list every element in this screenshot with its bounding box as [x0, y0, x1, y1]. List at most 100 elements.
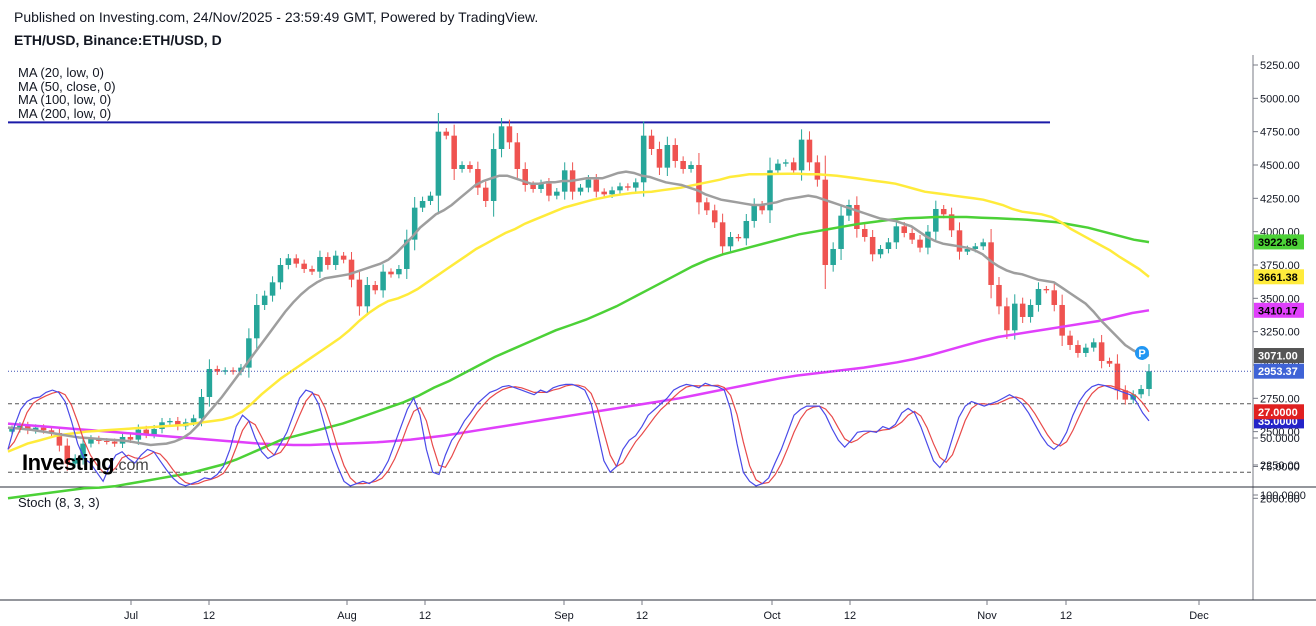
candle-body: [664, 144, 671, 168]
candle-body: [88, 438, 94, 444]
candle-body: [17, 425, 23, 429]
price-value-badge-text: 2953.37: [1258, 366, 1298, 378]
candle-body: [356, 279, 363, 307]
ma100-value-badge: [1254, 234, 1304, 250]
candle-body: [506, 126, 513, 143]
price-badge-label: P: [1138, 348, 1145, 360]
price-tick-label: 2500.00: [1260, 427, 1300, 439]
candle-body: [877, 248, 884, 255]
ma200-value-badge: [1254, 302, 1304, 318]
candle-body: [222, 370, 228, 372]
candle-body: [317, 256, 323, 272]
candle-body: [767, 170, 773, 211]
candle-body: [498, 126, 505, 149]
investing-logo: Investing.com: [22, 450, 149, 476]
stoch-d-line: [7, 384, 1150, 486]
candle-body: [9, 428, 15, 432]
stoch-title: Stoch (8, 3, 3): [18, 495, 100, 510]
candle-body: [577, 187, 584, 192]
candle-body: [538, 183, 544, 189]
candle-body: [609, 190, 615, 195]
candle-body: [388, 271, 394, 275]
legend-ma50: MA (50, close, 0): [18, 78, 116, 94]
candle-body: [964, 248, 971, 252]
candle-body: [269, 282, 276, 296]
stoch-d-badge-text: 27.0000: [1258, 407, 1298, 419]
candle-body: [585, 179, 592, 188]
candle-body: [822, 179, 829, 265]
candle-body: [743, 220, 750, 239]
candle-body: [1106, 360, 1113, 364]
price-value-badge: [1254, 363, 1304, 379]
candle-body: [925, 231, 931, 248]
candle-body: [783, 162, 789, 164]
candle-body: [293, 258, 300, 264]
symbol-title: ETH/USD, Binance:ETH/USD, D: [14, 32, 222, 48]
time-tick-label: 12: [203, 610, 215, 622]
stoch-tick-label: 100.0000: [1260, 490, 1306, 502]
candle-body: [459, 164, 465, 169]
price-tick-label: 4250.00: [1260, 193, 1300, 205]
candle-body: [246, 338, 252, 368]
candle-body: [190, 418, 197, 423]
time-tick-label: 12: [636, 610, 648, 622]
candle-body: [348, 259, 355, 280]
candle-body: [427, 195, 434, 201]
candle-body: [72, 458, 78, 464]
ma100-value-badge-text: 3922.86: [1258, 237, 1298, 249]
price-tick-label: 4500.00: [1260, 160, 1300, 172]
candle-body: [901, 226, 907, 233]
candle-body: [625, 186, 631, 188]
candle-body: [704, 202, 710, 211]
candle-body: [648, 135, 655, 149]
candle-body: [277, 264, 284, 283]
candle-body: [285, 258, 292, 265]
logo-suffix: .com: [114, 457, 149, 474]
candle-body: [1004, 306, 1010, 331]
time-tick-label: Jul: [124, 610, 138, 622]
candle-body: [80, 443, 86, 459]
ma50-value-badge-text: 3661.38: [1258, 272, 1298, 284]
candle-body: [640, 135, 647, 183]
candle-body: [672, 144, 679, 161]
candle-body: [885, 242, 892, 249]
stoch-tick-label: 50.0000: [1260, 433, 1300, 445]
price-tick-label: 4750.00: [1260, 127, 1300, 139]
time-tick-label: 12: [419, 610, 431, 622]
candle-body: [325, 256, 331, 265]
candle-body: [846, 204, 852, 216]
price-tick-label: 2000.00: [1260, 493, 1300, 505]
candle-body: [1114, 363, 1121, 391]
candle-body: [917, 239, 923, 248]
candle-body: [775, 163, 781, 171]
candle-body: [309, 268, 315, 272]
candle-body: [1138, 388, 1144, 395]
legend-ma20: MA (20, low, 0): [18, 65, 104, 80]
candle-body: [838, 215, 844, 249]
candle-body: [617, 186, 623, 191]
legend-ma200: MA (200, low, 0): [18, 106, 112, 122]
ma200-line: [7, 309, 1150, 447]
candle-body: [143, 429, 149, 435]
candle-body: [956, 230, 963, 252]
candle-body: [727, 236, 734, 247]
candle-body: [1146, 371, 1152, 389]
candle-body: [893, 226, 900, 243]
candle-body: [451, 135, 457, 169]
candle-body: [751, 204, 757, 221]
candle-body: [996, 284, 1002, 307]
candle-body: [798, 139, 805, 171]
candle-body: [482, 187, 489, 201]
ma200-value-badge-text: 3410.17: [1258, 305, 1298, 317]
candle-body: [1027, 304, 1034, 317]
candle-body: [806, 139, 813, 163]
stoch-k-line: [7, 382, 1150, 487]
candle-body: [443, 131, 450, 136]
candle-body: [514, 142, 521, 169]
candle-body: [1122, 390, 1129, 400]
candle-body: [25, 425, 31, 431]
candle-body: [198, 396, 205, 419]
candle-body: [175, 420, 181, 427]
price-badge[interactable]: [1135, 345, 1149, 360]
